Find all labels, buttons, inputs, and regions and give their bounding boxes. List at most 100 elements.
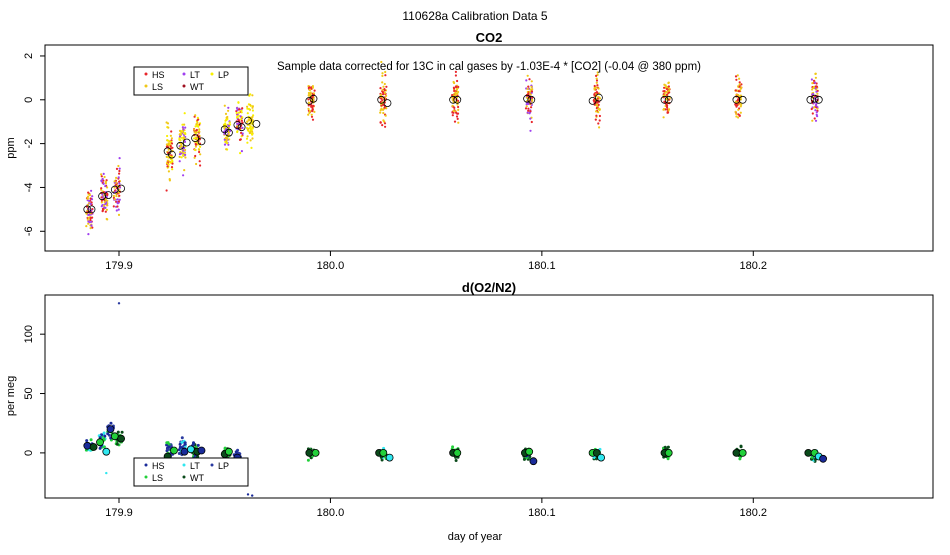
co2-point — [596, 71, 599, 74]
o2-mean-marker — [102, 447, 111, 456]
co2-point — [739, 105, 742, 108]
co2-point — [228, 121, 231, 124]
o2-mean-marker — [529, 457, 538, 466]
co2-point — [452, 80, 455, 84]
co2-point — [456, 112, 460, 115]
co2-point — [665, 90, 668, 93]
co2-point — [224, 112, 228, 115]
co2-point — [249, 126, 252, 129]
co2-point — [663, 86, 666, 89]
co2-point — [384, 125, 387, 128]
co2-point — [184, 153, 187, 156]
co2-point — [737, 94, 740, 97]
co2-point — [236, 108, 239, 112]
co2-point — [224, 140, 227, 143]
co2-point — [738, 85, 741, 88]
co2-point — [196, 119, 199, 122]
o2-point — [191, 442, 195, 446]
co2-point — [526, 111, 529, 114]
o2-point — [178, 442, 182, 446]
co2-annotation: Sample data corrected for 13C in cal gas… — [277, 61, 701, 73]
o2-title: d(O2/N2) — [462, 280, 516, 295]
co2-point — [308, 86, 311, 89]
co2-point — [595, 81, 598, 84]
o2-legend-swatch — [182, 475, 186, 479]
co2-point — [235, 111, 238, 115]
o2-point — [116, 430, 120, 434]
o2-point — [666, 445, 670, 449]
co2-point — [193, 128, 196, 131]
co2-point — [193, 156, 196, 159]
co2-point — [170, 166, 174, 169]
co2-point — [597, 107, 600, 111]
co2-point — [815, 85, 819, 88]
o2-legend-label: HS — [152, 461, 165, 471]
co2-point — [105, 208, 108, 211]
co2-point — [167, 142, 170, 145]
co2-point — [811, 93, 814, 96]
co2-point — [241, 126, 244, 129]
o2-legend-swatch — [144, 475, 148, 479]
co2-point — [734, 89, 737, 92]
co2-point — [811, 119, 814, 122]
co2-point — [527, 85, 530, 88]
co2-point — [456, 79, 459, 83]
o2-point — [102, 445, 106, 449]
o2-point — [165, 443, 169, 447]
co2-mean-marker — [732, 95, 741, 104]
co2-point — [525, 96, 529, 99]
co2-point — [166, 165, 169, 168]
co2-point — [180, 136, 183, 139]
co2-point — [86, 218, 89, 221]
co2-point — [593, 94, 596, 97]
co2-mean-marker — [814, 95, 823, 104]
co2-point — [90, 220, 93, 223]
co2-legend-swatch — [144, 72, 148, 76]
co2-point — [167, 163, 170, 166]
co2-point — [385, 85, 388, 88]
co2-point — [90, 224, 93, 227]
o2-y-axis: 0 50 100 — [23, 325, 45, 456]
co2-point — [734, 100, 737, 103]
co2-point — [227, 109, 230, 112]
co2-point — [310, 113, 313, 116]
co2-point — [666, 104, 669, 107]
co2-point — [667, 108, 671, 111]
co2-mean-marker — [523, 94, 531, 103]
co2-point — [116, 205, 119, 208]
co2-point — [101, 207, 105, 210]
co2-point — [194, 125, 197, 128]
co2-point — [528, 90, 531, 93]
co2-point — [197, 124, 200, 127]
co2-point — [102, 204, 106, 207]
co2-point — [117, 213, 121, 216]
co2-mean-marker — [738, 95, 747, 104]
co2-point — [525, 79, 528, 82]
o2-legend-label: LS — [152, 473, 163, 483]
co2-point — [251, 127, 254, 130]
co2-point — [179, 145, 182, 148]
co2-point — [246, 135, 249, 138]
co2-point — [181, 151, 184, 154]
co2-point — [165, 155, 168, 158]
co2-point — [227, 124, 230, 127]
co2-panel: CO2 -6 -4 -2 0 2 179.9 180.0 180.1 180.2 ppm Sa… — [5, 30, 934, 272]
co2-point — [168, 179, 171, 182]
o2-legend-box — [133, 457, 249, 487]
co2-mean-marker — [176, 141, 185, 150]
co2-point — [239, 152, 242, 155]
co2-point — [381, 72, 384, 75]
co2-point — [384, 114, 387, 117]
co2-mean-marker — [660, 95, 669, 104]
co2-point — [87, 233, 90, 236]
co2-point — [182, 136, 185, 139]
co2-point — [454, 74, 457, 77]
co2-mean-marker — [305, 97, 314, 105]
co2-point — [198, 160, 201, 163]
co2-point — [103, 200, 106, 204]
co2-point — [165, 121, 168, 124]
co2-point — [224, 122, 227, 125]
co2-point — [193, 148, 197, 151]
co2-point — [381, 88, 384, 91]
co2-point — [527, 102, 530, 105]
